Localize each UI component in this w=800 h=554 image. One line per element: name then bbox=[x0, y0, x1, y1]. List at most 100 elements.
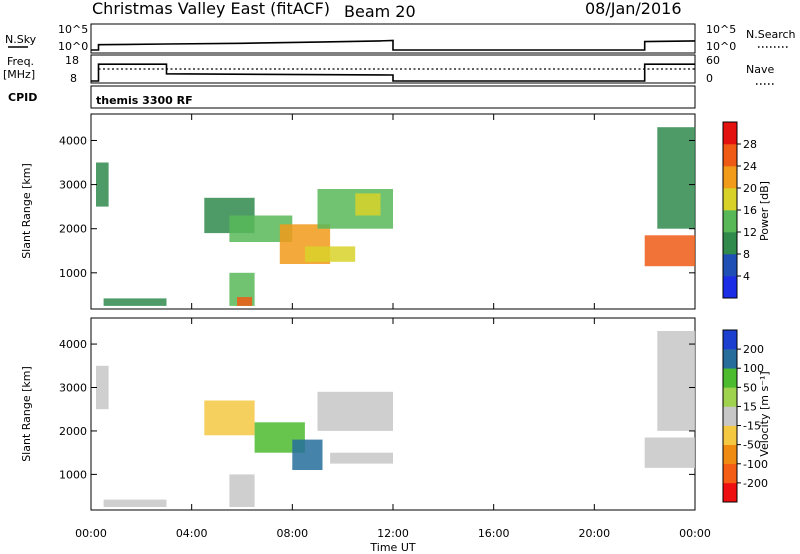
power-colorbar-tick-label: 12 bbox=[743, 226, 757, 239]
velocity-x-ticks: 00:00 04:00 08:00 12:00 16:00 20:00 00:00 bbox=[75, 318, 711, 540]
nsearch-tick-top: 10^5 bbox=[706, 23, 736, 36]
velocity-colorbar-segment bbox=[723, 425, 737, 445]
power-colorbar-segment bbox=[723, 210, 737, 233]
cpid-panel: CPID themis 3300 RF bbox=[8, 85, 696, 109]
velocity-colorbar-tick-label: 50 bbox=[743, 381, 757, 394]
velocity-ytick-label: 1000 bbox=[59, 468, 87, 481]
power-patch-1 bbox=[103, 298, 167, 306]
velocity-ytick-label: 3000 bbox=[59, 382, 87, 395]
velocity-colorbar-tick-label: -200 bbox=[743, 477, 768, 490]
freq-tick-bottom: 8 bbox=[70, 72, 77, 85]
power-colorbar-tick-label: 8 bbox=[743, 248, 750, 261]
velocity-y-label: Slant Range [km] bbox=[20, 366, 33, 462]
power-colorbar-segment bbox=[723, 276, 737, 299]
power-colorbar-segment bbox=[723, 144, 737, 167]
power-patch-9 bbox=[237, 297, 253, 306]
beam-title: Beam 20 bbox=[344, 2, 416, 21]
nave-label: Nave bbox=[746, 63, 774, 76]
power-colorbar-segment bbox=[723, 232, 737, 255]
date-title: 08/Jan/2016 bbox=[585, 0, 682, 18]
nave-tick-bottom: 0 bbox=[706, 72, 713, 85]
power-ytick-label: 2000 bbox=[59, 223, 87, 236]
velocity-ytick-label: 2000 bbox=[59, 425, 87, 438]
cpid-frame bbox=[90, 85, 696, 109]
velocity-colorbar-segment bbox=[723, 463, 737, 484]
velocity-patch-1 bbox=[103, 499, 167, 507]
velocity-colorbar-segment bbox=[723, 387, 737, 407]
power-y-label: Slant Range [km] bbox=[20, 163, 33, 259]
power-patch-7 bbox=[355, 193, 381, 216]
power-colorbar-label: Power [dB] bbox=[758, 181, 771, 241]
cpid-label: CPID bbox=[8, 91, 37, 104]
velocity-colorbar-segment bbox=[723, 444, 737, 465]
power-colorbar-tick-label: 20 bbox=[743, 182, 757, 195]
velocity-colorbar-tick-label: 15 bbox=[743, 400, 757, 413]
velocity-colorbar-segment bbox=[723, 482, 737, 503]
nave-tick-top: 60 bbox=[706, 54, 720, 67]
power-ytick-label: 3000 bbox=[59, 179, 87, 192]
power-y-ticks: 1000 2000 3000 4000 bbox=[59, 134, 695, 280]
power-patch-5 bbox=[304, 246, 356, 262]
velocity-patch-5 bbox=[317, 391, 393, 431]
station-title: Christmas Valley East (fitACF) bbox=[92, 0, 330, 18]
power-colorbar: 4 8 12 16 20 24 28 bbox=[722, 121, 757, 299]
power-patch-0 bbox=[96, 162, 109, 207]
velocity-patch-8 bbox=[644, 437, 695, 468]
velocity-colorbar-tick-label: -15 bbox=[743, 420, 761, 433]
velocity-colorbar-frame bbox=[722, 329, 738, 503]
velocity-patch-0 bbox=[96, 365, 109, 410]
velocity-patches bbox=[96, 331, 696, 507]
velocity-ytick-label: 4000 bbox=[59, 338, 87, 351]
x-tick-label: 20:00 bbox=[578, 527, 610, 540]
power-x-ticks bbox=[90, 114, 696, 309]
x-tick-label: 04:00 bbox=[176, 527, 208, 540]
power-panel: 1000 2000 3000 4000 Slant Range [km] 4 8 12 16… bbox=[20, 113, 771, 310]
nsky-frame bbox=[90, 23, 696, 54]
nsky-tick-top: 10^5 bbox=[58, 23, 88, 36]
power-ytick-label: 4000 bbox=[59, 134, 87, 147]
power-colorbar-tick-label: 28 bbox=[743, 138, 757, 151]
velocity-patch-9 bbox=[657, 331, 696, 431]
cpid-value: themis 3300 RF bbox=[96, 94, 193, 107]
power-colorbar-tick-label: 4 bbox=[743, 270, 750, 283]
velocity-colorbar-tick-label: -100 bbox=[743, 458, 768, 471]
power-colorbar-segment bbox=[723, 188, 737, 211]
velocity-patch-7 bbox=[229, 474, 255, 507]
x-tick-label: 08:00 bbox=[276, 527, 308, 540]
freq-unit: [MHz] bbox=[3, 68, 35, 81]
power-patches bbox=[96, 127, 696, 306]
freq-series-line bbox=[91, 63, 695, 82]
velocity-colorbar-tick-label: -50 bbox=[743, 439, 761, 452]
nsearch-tick-bottom: 10^0 bbox=[706, 40, 736, 53]
velocity-panel: 1000 2000 3000 4000 00:00 04:00 08:00 12:00 16:… bbox=[20, 317, 771, 554]
velocity-patch-4 bbox=[292, 439, 323, 470]
x-tick-label: 00:00 bbox=[679, 527, 711, 540]
power-colorbar-tick-label: 24 bbox=[743, 160, 757, 173]
nsky-label: N.Sky bbox=[5, 33, 37, 46]
velocity-colorbar-segment bbox=[723, 406, 737, 426]
power-ytick-label: 1000 bbox=[59, 267, 87, 280]
velocity-colorbar: -200 -100 -50 -15 15 50 100 200 bbox=[722, 329, 768, 503]
freq-frame bbox=[90, 54, 696, 84]
x-tick-label: 16:00 bbox=[478, 527, 510, 540]
power-colorbar-segment bbox=[723, 254, 737, 277]
velocity-patch-2 bbox=[204, 400, 255, 436]
power-patch-10 bbox=[644, 235, 695, 267]
freq-panel: Freq. [MHz] 18 8 60 0 Nave bbox=[3, 54, 776, 85]
velocity-colorbar-segment bbox=[723, 368, 737, 388]
velocity-colorbar-label: Velocity [m s⁻¹] bbox=[758, 371, 771, 456]
freq-label: Freq. bbox=[7, 55, 34, 68]
velocity-colorbar-segment bbox=[723, 330, 737, 350]
velocity-colorbar-tick-label: 100 bbox=[743, 362, 764, 375]
velocity-colorbar-segment bbox=[723, 349, 737, 369]
x-tick-label: 00:00 bbox=[75, 527, 107, 540]
power-patch-11 bbox=[657, 127, 696, 229]
freq-tick-top: 18 bbox=[65, 54, 79, 67]
nsky-panel: N.Sky 10^5 10^0 10^5 10^0 N.Search bbox=[5, 23, 796, 54]
nsearch-label: N.Search bbox=[746, 28, 796, 41]
velocity-patch-6 bbox=[330, 452, 393, 464]
x-tick-label: 12:00 bbox=[377, 527, 409, 540]
power-colorbar-segment bbox=[723, 166, 737, 189]
power-colorbar-segment bbox=[723, 122, 737, 145]
